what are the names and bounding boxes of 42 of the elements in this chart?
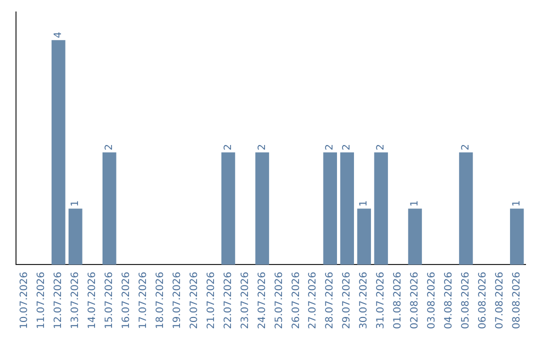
x-tick-label: 03.08.2026: [426, 272, 438, 330]
x-tick-label: 05.08.2026: [460, 272, 472, 330]
x-tick-label: 31.07.2026: [376, 272, 387, 330]
x-tick-label: 24.07.2026: [256, 272, 268, 330]
data-label: 2: [222, 144, 234, 150]
x-tick-label: 04.08.2026: [444, 272, 455, 330]
x-tick-label: 19.07.2026: [172, 272, 183, 330]
data-label: 2: [342, 144, 353, 150]
x-tick-label: 23.07.2026: [240, 272, 251, 330]
x-tick-label: 02.08.2026: [410, 272, 421, 330]
data-label: 2: [256, 144, 268, 150]
x-tick-label: 26.07.2026: [290, 272, 302, 330]
x-tick-label: 01.08.2026: [392, 272, 404, 330]
x-tick-label: 27.07.2026: [308, 272, 319, 330]
data-label: 1: [410, 200, 421, 207]
data-label: 1: [511, 200, 522, 207]
data-label: 2: [104, 144, 115, 150]
x-tick-label: 07.08.2026: [494, 272, 506, 330]
x-tick-label: 14.07.2026: [87, 272, 98, 330]
x-tick-label: 21.07.2026: [206, 272, 217, 330]
data-label: 2: [460, 144, 472, 150]
x-tick-label: 10.07.2026: [19, 272, 30, 330]
x-tick-label: 17.07.2026: [138, 272, 149, 330]
x-tick-label: 12.07.2026: [53, 272, 64, 330]
x-tick-label: 06.08.2026: [478, 272, 489, 330]
x-tick-label: 25.07.2026: [274, 272, 285, 330]
x-tick-label: 30.07.2026: [358, 272, 370, 330]
x-tick-label: 15.07.2026: [104, 272, 115, 330]
data-label: 2: [376, 144, 387, 150]
x-tick-label: 13.07.2026: [70, 272, 82, 330]
data-label: 2: [324, 144, 336, 150]
x-tick-label: 16.07.2026: [120, 272, 132, 330]
data-label: 1: [358, 200, 370, 207]
x-tick-label: 28.07.2026: [324, 272, 336, 330]
data-label: 4: [53, 32, 64, 38]
data-label: 1: [70, 200, 82, 207]
x-tick-label: 22.07.2026: [222, 272, 234, 330]
x-tick-label: 08.08.2026: [511, 272, 522, 330]
x-tick-label: 18.07.2026: [154, 272, 166, 330]
x-tick-label: 11.07.2026: [36, 272, 48, 330]
x-tick-label: 29.07.2026: [342, 272, 353, 330]
x-tick-label: 20.07.2026: [188, 272, 200, 330]
